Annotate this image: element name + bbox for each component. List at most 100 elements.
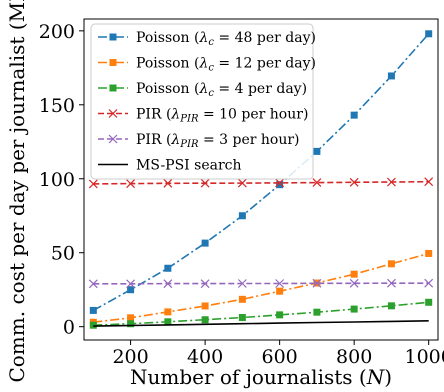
data-point xyxy=(425,30,433,38)
series-line xyxy=(93,320,429,327)
legend-entry: PIR (λPIR = 10 per hour) xyxy=(98,107,308,125)
series-3 xyxy=(88,177,434,189)
marker-stroke xyxy=(200,279,210,289)
data-point xyxy=(126,179,136,189)
legend-marker xyxy=(109,59,117,66)
marker-stroke xyxy=(349,177,359,187)
series-layer xyxy=(88,30,434,329)
data-point xyxy=(127,320,135,328)
legend-label: PIR (λPIR = 3 per hour) xyxy=(136,132,300,150)
data-point xyxy=(88,179,98,189)
data-point xyxy=(312,178,322,188)
y-tick-label: 100 xyxy=(39,169,75,191)
data-point xyxy=(89,321,97,329)
legend-label: Poisson (λc = 12 per day) xyxy=(136,56,316,74)
data-point xyxy=(200,279,210,289)
legend-text-pre: MS-PSI search xyxy=(136,158,242,174)
legend-symbol: λ xyxy=(199,56,209,72)
data-point xyxy=(349,278,359,288)
legend-text-pre: Poisson ( xyxy=(136,30,200,46)
data-point xyxy=(89,306,97,314)
data-point xyxy=(200,178,210,188)
legend-text-post: = 3 per hour) xyxy=(199,132,300,148)
data-point xyxy=(276,287,284,295)
legend-box xyxy=(90,23,314,180)
x-tick-label: 800 xyxy=(336,346,372,368)
legend-symbol: λ xyxy=(170,107,180,123)
legend-entry: PIR (λPIR = 3 per hour) xyxy=(98,132,300,150)
marker-stroke xyxy=(108,109,118,118)
legend-label: Poisson (λc = 4 per day) xyxy=(136,81,307,99)
data-point xyxy=(312,278,322,288)
marker-stroke xyxy=(163,178,173,188)
x-tick-label: 200 xyxy=(112,346,148,368)
legend-subscript: c xyxy=(208,63,214,74)
data-point xyxy=(164,318,172,326)
x-axis-label-post: ) xyxy=(384,365,392,389)
marker-stroke xyxy=(275,279,285,288)
legend-entry: Poisson (λc = 12 per day) xyxy=(98,56,316,74)
y-tick-label: 200 xyxy=(39,21,75,43)
data-point xyxy=(163,178,173,188)
x-axis-label-pre: Number of journalists ( xyxy=(130,365,367,389)
legend-text-post: = 12 per day) xyxy=(214,56,316,72)
data-point xyxy=(424,177,434,187)
data-point xyxy=(386,278,396,288)
marker-stroke xyxy=(386,278,396,288)
series-line xyxy=(93,301,429,326)
y-tick-label: 0 xyxy=(63,317,75,339)
data-point xyxy=(201,316,209,324)
marker-stroke xyxy=(424,278,434,288)
data-point xyxy=(313,308,321,316)
x-axis-label: Number of journalists (N) xyxy=(130,365,392,389)
marker-stroke xyxy=(237,178,247,188)
legend-subscript: PIR xyxy=(179,114,199,125)
series-line xyxy=(93,282,429,285)
legend-text-post: = 48 per day) xyxy=(214,30,316,46)
marker-stroke xyxy=(237,279,247,288)
legend-text-pre: PIR ( xyxy=(136,132,171,148)
data-point xyxy=(425,298,433,306)
data-point xyxy=(349,177,359,187)
series-line xyxy=(92,33,430,312)
data-point xyxy=(350,270,358,278)
data-point xyxy=(350,111,358,119)
data-point xyxy=(276,311,284,319)
legend-label: MS-PSI search xyxy=(136,158,242,174)
series-line xyxy=(93,252,429,323)
legend-text-post: = 4 per day) xyxy=(214,81,307,97)
x-axis-label-var: N xyxy=(366,365,386,389)
data-point xyxy=(164,264,172,272)
data-point xyxy=(425,249,433,257)
marker-stroke xyxy=(424,177,434,187)
y-axis-label: Comm. cost per day per journalist (MB) xyxy=(5,0,29,383)
data-point xyxy=(88,279,98,289)
marker-stroke xyxy=(126,179,136,189)
legend-text-post: = 10 per hour) xyxy=(199,107,309,123)
marker-stroke xyxy=(108,134,118,144)
legend-symbol: λ xyxy=(199,81,209,97)
data-point xyxy=(424,278,434,288)
data-point xyxy=(237,279,247,288)
data-point xyxy=(276,181,284,189)
data-point xyxy=(387,72,395,80)
legend-text-pre: Poisson ( xyxy=(136,81,200,97)
legend-symbol: λ xyxy=(199,30,209,46)
legend-entry: Poisson (λc = 4 per day) xyxy=(98,81,307,99)
legend-label: PIR (λPIR = 10 per hour) xyxy=(136,107,308,125)
data-point xyxy=(238,295,246,303)
legend-subscript: PIR xyxy=(179,139,199,150)
y-tick-label: 50 xyxy=(51,243,75,265)
data-point xyxy=(126,279,136,289)
data-point xyxy=(237,178,247,188)
data-point xyxy=(387,260,395,268)
data-point xyxy=(313,147,321,155)
data-point xyxy=(164,308,172,316)
marker-stroke xyxy=(312,278,322,288)
marker-stroke xyxy=(349,278,359,288)
data-point xyxy=(201,302,209,310)
data-point xyxy=(275,178,285,188)
